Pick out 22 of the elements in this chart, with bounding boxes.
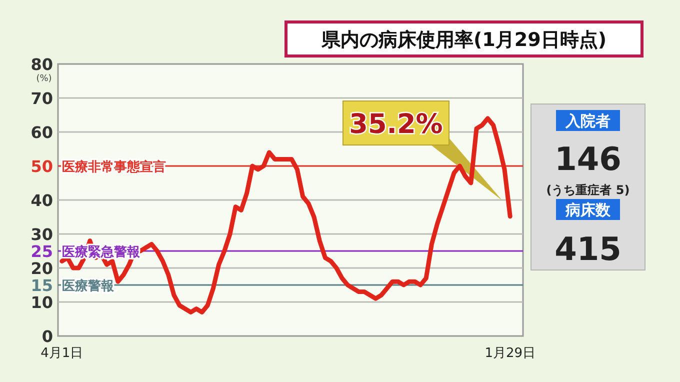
y-tick-label: 50 [30,157,53,176]
chart-title: 県内の病床使用率(1月29日時点) [320,29,607,51]
y-tick-label: 25 [30,242,53,261]
y-tick-label: 0 [42,327,53,346]
callout: 35.2% [342,100,502,200]
text: 415 [554,230,622,268]
text: (うち重症者 5) [546,183,630,197]
y-tick-label: 30 [30,225,53,244]
text: 病床数 [564,201,612,219]
y-tick-label: 15 [30,276,53,295]
text: 入院者 [564,112,610,130]
text: 146 [554,140,622,178]
y-tick-label: 40 [30,191,53,210]
y-tick-label: 20 [30,259,53,278]
y-tick-label: 70 [30,89,53,108]
y-tick-label: 60 [30,123,53,142]
y-tick-label: 10 [30,293,53,312]
y-tick-label: 80 [30,55,53,74]
x-tick-label: 4月1日 [40,346,84,361]
annotation: 35.2% [349,109,443,140]
x-tick-label: 1月29日 [484,346,536,361]
y-axis-title: (%) [36,74,52,84]
